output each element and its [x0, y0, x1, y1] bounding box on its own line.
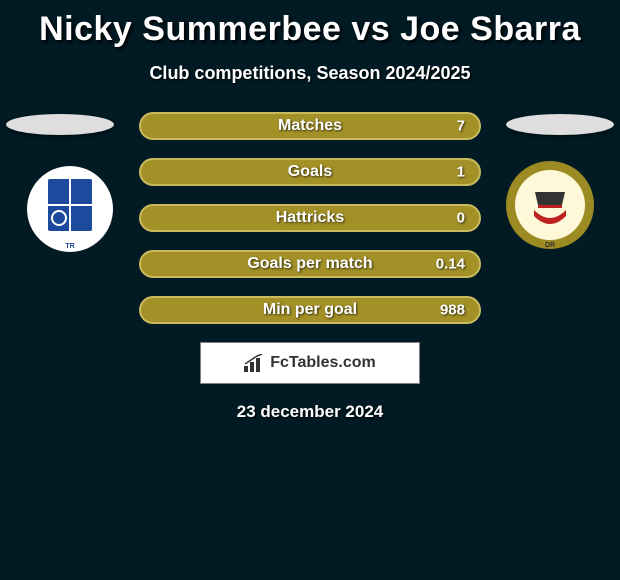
club-abbrev-right: DR [545, 242, 555, 249]
stat-bar: Hattricks 0 [139, 204, 481, 232]
page-title: Nicky Summerbee vs Joe Sbarra [0, 0, 620, 49]
stat-value: 0 [457, 210, 465, 227]
stat-value: 0.14 [436, 256, 465, 273]
stat-value: 1 [457, 164, 465, 181]
stat-label: Matches [278, 117, 342, 135]
club-badge-left: TR [20, 164, 120, 254]
club-crest-left-icon: TR [20, 164, 120, 254]
stat-value: 7 [457, 118, 465, 135]
club-abbrev-left: TR [65, 243, 74, 250]
stat-bar: Goals 1 [139, 158, 481, 186]
stat-label: Min per goal [263, 301, 357, 319]
chart-icon [244, 354, 264, 372]
club-badge-right: DR [500, 160, 600, 250]
comparison-area: TR DR Matches 7 Goals 1 Hattricks 0 Goals per … [0, 112, 620, 422]
stat-bar: Goals per match 0.14 [139, 250, 481, 278]
fctables-watermark: FcTables.com [200, 342, 420, 384]
fctables-text: FcTables.com [270, 354, 376, 372]
player-shadow-left [6, 114, 114, 135]
player-shadow-right [506, 114, 614, 135]
stat-label: Goals per match [247, 255, 372, 273]
stat-label: Goals [288, 163, 332, 181]
stat-bar: Matches 7 [139, 112, 481, 140]
club-crest-right-icon: DR [500, 160, 600, 250]
page-subtitle: Club competitions, Season 2024/2025 [0, 63, 620, 84]
stat-value: 988 [440, 302, 465, 319]
stat-label: Hattricks [276, 209, 344, 227]
stat-bar: Min per goal 988 [139, 296, 481, 324]
snapshot-date: 23 december 2024 [0, 402, 620, 422]
